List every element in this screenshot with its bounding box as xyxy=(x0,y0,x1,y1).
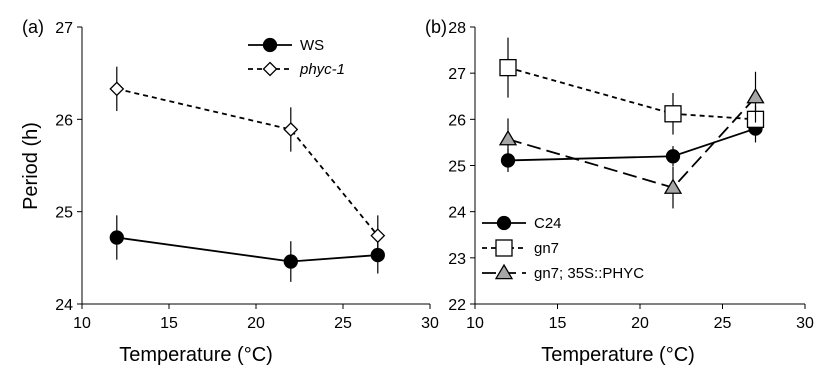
data-point xyxy=(664,105,682,123)
legend-label: gn7 xyxy=(534,240,559,257)
panel-a-y-axis-label: Period (h) xyxy=(20,122,42,210)
series-line xyxy=(507,66,756,121)
series-line xyxy=(116,87,379,237)
legend-label: gn7; 35S::PHYC xyxy=(534,265,644,282)
series-line xyxy=(116,236,378,263)
panel-a-x-tick-label: 30 xyxy=(421,315,439,332)
legend-marker xyxy=(262,61,278,77)
panel-b-y-tick-label: 26 xyxy=(448,112,466,129)
series-line xyxy=(507,96,757,189)
panel-b-x-tick-label: 25 xyxy=(714,315,732,332)
data-point xyxy=(499,58,517,77)
panel-b-y-tick-label: 23 xyxy=(448,251,466,268)
data-point xyxy=(663,178,683,194)
panel-b-label: (b) xyxy=(425,17,447,37)
panel-a-x-tick-label: 10 xyxy=(73,315,91,332)
panel-a-x-axis-label: Temperature (°C) xyxy=(119,344,273,366)
panel-b-y-tick-label: 28 xyxy=(448,20,466,37)
panel-a-tick-labels: 10 15 20 25 30 24 25 26 27 xyxy=(55,20,439,332)
panel-b-x-axis-label: Temperature (°C) xyxy=(541,344,695,366)
panel-b-series-1 xyxy=(500,114,763,172)
panel-b: (b) Temperature (°C) 10 15 20 25 30 22 23 24 25 2… xyxy=(425,17,814,366)
data-point xyxy=(283,254,298,269)
panel-b-y-tick-label: 25 xyxy=(448,159,466,176)
panel-b-y-tick-label: 24 xyxy=(448,205,466,222)
panel-b-x-tick-label: 20 xyxy=(631,315,649,332)
panel-a-legend: WS phyc-1 xyxy=(248,37,345,78)
panel-b-series-3 xyxy=(498,71,765,209)
legend-label: WS xyxy=(300,37,324,54)
panel-b-series-2 xyxy=(499,37,765,135)
legend-entry: gn7 xyxy=(482,239,559,257)
panel-b-tick-labels: 10 15 20 25 30 22 23 24 25 26 27 28 xyxy=(448,20,814,332)
legend-entry: WS xyxy=(248,37,324,54)
panel-b-series-group xyxy=(498,37,765,209)
panel-b-plot-area xyxy=(474,27,805,305)
data-point xyxy=(109,81,125,97)
legend-marker xyxy=(495,239,513,257)
data-point xyxy=(109,230,124,245)
panel-b-x-tick-label: 15 xyxy=(549,315,567,332)
legend-label: C24 xyxy=(534,215,562,232)
panel-a: (a) Period (h) Temperature (°C) 10 15 20 25… xyxy=(20,17,439,366)
panel-a-x-tick-label: 20 xyxy=(247,315,265,332)
panel-b-y-tick-label: 22 xyxy=(448,297,466,314)
series-line xyxy=(507,127,756,162)
panel-a-y-tick-label: 27 xyxy=(55,20,73,37)
data-point xyxy=(498,129,518,146)
data-point xyxy=(665,149,681,164)
panel-b-x-tick-label: 10 xyxy=(466,315,484,332)
legend-marker xyxy=(262,37,278,53)
legend-entry: gn7; 35S::PHYC xyxy=(482,263,644,282)
legend-entry: C24 xyxy=(482,215,562,232)
panel-a-y-tick-label: 24 xyxy=(55,297,73,314)
panel-a-series-2 xyxy=(109,66,386,256)
data-point xyxy=(283,122,299,137)
panel-a-x-tick-label: 25 xyxy=(334,315,352,332)
legend-marker xyxy=(496,215,512,231)
legend-marker xyxy=(494,263,514,280)
panel-b-x-tick-label: 30 xyxy=(796,315,814,332)
legend-entry: phyc-1 xyxy=(248,61,345,78)
panel-a-y-tick-label: 25 xyxy=(55,205,73,222)
data-point xyxy=(370,228,386,244)
data-point xyxy=(746,87,765,104)
panel-a-label: (a) xyxy=(22,17,44,37)
panel-a-x-tick-label: 15 xyxy=(160,315,178,332)
panel-a-y-tick-label: 26 xyxy=(55,112,73,129)
panel-b-y-tick-label: 27 xyxy=(448,66,466,83)
legend-label: phyc-1 xyxy=(299,61,345,78)
panel-a-series-1 xyxy=(109,215,385,282)
panel-a-series-group xyxy=(109,66,386,282)
